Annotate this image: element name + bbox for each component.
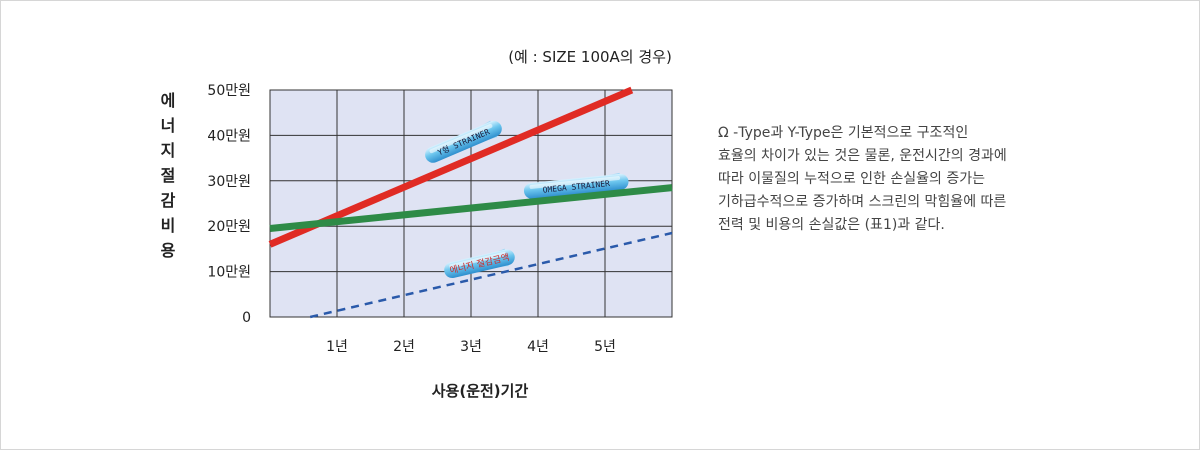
y-tick-label: 40만원: [207, 128, 251, 144]
description-line: 전력 및 비용의 손실값은 (표1)과 같다.: [718, 217, 945, 233]
x-tick-label: 2년: [393, 339, 415, 355]
annotation-bubble-1: [425, 120, 502, 163]
series-lines: [268, 86, 673, 319]
series-line-2: [269, 184, 673, 232]
x-axis-title: 사용(운전)기간: [431, 382, 529, 400]
y-axis-ticks: 0 10만원 20만원 30만원 40만원 50만원: [207, 83, 251, 326]
x-axis-ticks: 1년 2년 3년 4년 5년: [326, 339, 616, 355]
chart-note: (예 : SIZE 100A의 경우): [508, 48, 672, 66]
series-line-1: [268, 86, 634, 248]
description-line: 효율의 차이가 있는 것은 물론, 운전시간의 경과에: [718, 148, 1007, 164]
description-line: Ω -Type과 Y-Type은 기본적으로 구조적인: [718, 125, 969, 141]
series-line-3: [309, 231, 673, 319]
y-axis-title: 에너지절감비용: [157, 92, 176, 267]
y-tick-label: 50만원: [207, 83, 251, 99]
x-tick-label: 4년: [527, 339, 549, 355]
y-tick-label: 0: [242, 310, 251, 326]
description-line: 따라 이물질의 누적으로 인한 손실율의 증가는: [718, 171, 985, 187]
description-text: Ω -Type과 Y-Type은 기본적으로 구조적인 효율의 차이가 있는 것…: [718, 122, 1078, 237]
y-tick-label: 10만원: [207, 265, 251, 281]
annotation-bubbles: [425, 120, 629, 279]
y-tick-label: 20만원: [207, 219, 251, 235]
annotation-bubble-2: [523, 172, 629, 199]
x-tick-label: 5년: [594, 339, 616, 355]
annotation-bubble-3: [444, 248, 515, 279]
y-tick-label: 30만원: [207, 174, 251, 190]
x-tick-label: 3년: [460, 339, 482, 355]
description-line: 기하급수적으로 증가하며 스크린의 막힘율에 따른: [718, 194, 1007, 210]
x-tick-label: 1년: [326, 339, 348, 355]
